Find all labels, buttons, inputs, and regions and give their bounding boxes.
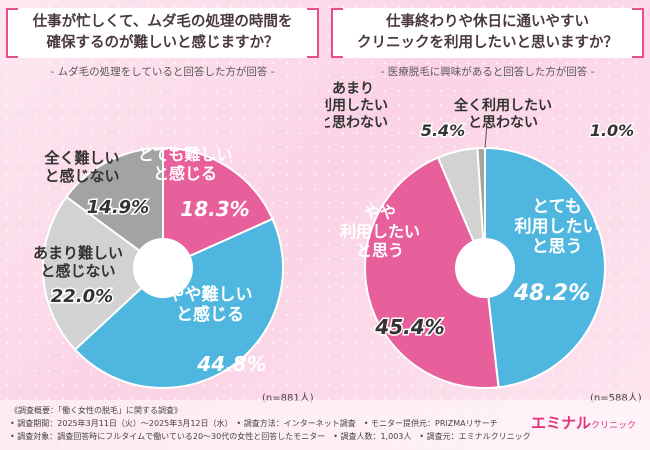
pie-slice-0-2 — [42, 195, 165, 352]
slice-label-1-1: やや利用したいと思う — [340, 203, 420, 260]
pie-slice-0-1 — [73, 217, 284, 389]
slice-label-0-0: とても難しいと感じる — [138, 145, 233, 183]
leader-line-0 — [484, 123, 488, 149]
slice-percent-1-2: 5.4% — [421, 121, 465, 140]
survey-period: • 調査期間：2025年3月11日（火）～2025年3月12日（水） • 調査方… — [10, 419, 498, 428]
slice-percent-1-3: 1.0% — [590, 121, 634, 140]
right-pie-chart: とても利用したいと思う 48.2% やや利用したいと思う 45.4% あまり利用したいと… — [325, 81, 636, 389]
slice-label-1-0: とても利用したいと思う — [515, 197, 600, 257]
pie-slice-1-1 — [364, 156, 500, 389]
left-sample-size: (n=881人) — [262, 393, 314, 404]
pie-center-hole — [455, 238, 515, 298]
slice-percent-0-1: 44.8% — [196, 352, 266, 376]
slice-label-0-1: やや難しいと感じる — [168, 284, 253, 325]
right-sample-size: (n=588人) — [590, 393, 642, 404]
left-question-box: 仕事が忙しくて、ムダ毛の処理の時間を 確保するのが難しいと感じますか？ — [6, 8, 319, 58]
footer — [0, 400, 650, 450]
right-chart-panel: 仕事終わりや休日に通いやすい クリニックを利用したいと思いますか？ - 医療脱毛… — [325, 0, 650, 404]
slice-percent-1-0: 48.2% — [513, 281, 590, 306]
left-subtitle: - ムダ毛の処理をしていると回答した方が回答 - — [50, 66, 275, 78]
left-question: 仕事が忙しくて、ムダ毛の処理の時間を 確保するのが難しいと感じますか？ — [32, 14, 293, 51]
slice-label-1-3: 全く利用したいと思わない — [453, 97, 552, 131]
slice-percent-0-0: 18.3% — [180, 197, 249, 221]
pie-center-hole — [133, 238, 193, 298]
pie-slice-1-3 — [476, 146, 486, 269]
right-question-box: 仕事終わりや休日に通いやすい クリニックを利用したいと思いますか？ — [331, 8, 644, 58]
slice-label-1-2: あまり利用したいと思わない — [325, 81, 388, 131]
pie-slice-1-0 — [484, 146, 606, 389]
pie-slice-0-0 — [162, 146, 274, 270]
slice-percent-1-1: 45.4% — [374, 315, 444, 339]
slice-percent-0-3: 14.9% — [87, 197, 149, 218]
right-question: 仕事終わりや休日に通いやすい クリニックを利用したいと思いますか？ — [357, 14, 618, 51]
right-subtitle: - 医療脱毛に興味があると回答した方が回答 - — [380, 66, 595, 78]
left-pie-chart: とても難しいと感じる 18.3% やや難しいと感じる 44.8% あまり難しいと感じない… — [33, 145, 284, 389]
survey-title: 《調査概要：「働く女性の脱毛」に関する調査》 — [10, 406, 182, 415]
slice-percent-0-2: 22.0% — [51, 286, 113, 307]
slice-label-0-3: 全く難しいと感じない — [43, 149, 119, 185]
survey-target: • 調査対象：調査回答時にフルタイムで働いている20～30代の女性と回答したモニ… — [10, 432, 531, 441]
logo-main: エミナル — [530, 414, 591, 432]
slice-label-0-2: あまり難しいと感じない — [33, 244, 123, 280]
pie-slice-0-3 — [64, 146, 164, 270]
clinic-logo: エミナルクリニック — [531, 412, 636, 433]
left-chart-panel: 仕事が忙しくて、ムダ毛の処理の時間を 確保するのが難しいと感じますか？ - ムダ… — [0, 0, 325, 404]
logo-sub: クリニック — [590, 421, 636, 431]
